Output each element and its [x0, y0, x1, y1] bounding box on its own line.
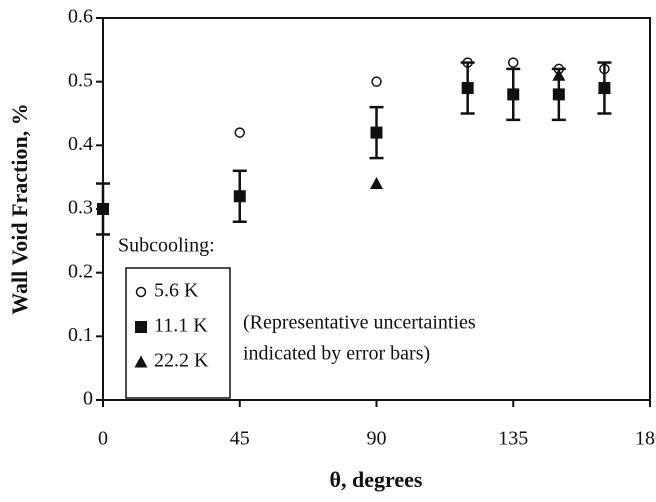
y-tick-label: 0.4: [68, 133, 93, 155]
annotation: indicated by error bars): [243, 343, 430, 365]
x-tick-label: 135: [498, 428, 528, 450]
point: [552, 68, 566, 81]
point: [371, 76, 382, 87]
x-tick-label: 90: [367, 428, 387, 450]
y-tick-label: 0.3: [68, 197, 93, 219]
point: [234, 127, 245, 138]
y-tick-label: 0.2: [68, 260, 93, 282]
legend-label: 11.1 K: [154, 315, 208, 337]
y-tick-label: 0.1: [68, 324, 93, 346]
point: [552, 88, 565, 101]
y-tick-label: 0.5: [68, 69, 93, 91]
x-tick-label: 180: [635, 428, 656, 450]
legend-symbol: [135, 286, 147, 298]
point: [597, 81, 611, 94]
x-tick-label: 45: [230, 428, 250, 450]
legend-label: 22.2 K: [154, 350, 209, 372]
point: [370, 126, 383, 139]
y-axis-title: Wall Void Fraction, %: [7, 103, 32, 314]
point: [507, 88, 520, 101]
y-tick-label: 0: [83, 388, 93, 410]
point: [370, 177, 383, 190]
legend-title: Subcooling:: [118, 235, 215, 257]
point: [97, 203, 109, 215]
legend-symbol: [134, 355, 148, 368]
y-tick-label: 0.6: [68, 6, 93, 28]
point: [233, 190, 246, 203]
annotation: (Representative uncertainties: [243, 312, 476, 334]
x-tick-label: 0: [98, 428, 108, 450]
legend-title-bg: [113, 232, 230, 268]
point: [508, 57, 519, 68]
legend-label: 5.6 K: [154, 280, 199, 302]
x-axis-title: θ, degrees: [330, 467, 423, 492]
point: [461, 82, 474, 95]
legend-symbol: [135, 321, 147, 333]
